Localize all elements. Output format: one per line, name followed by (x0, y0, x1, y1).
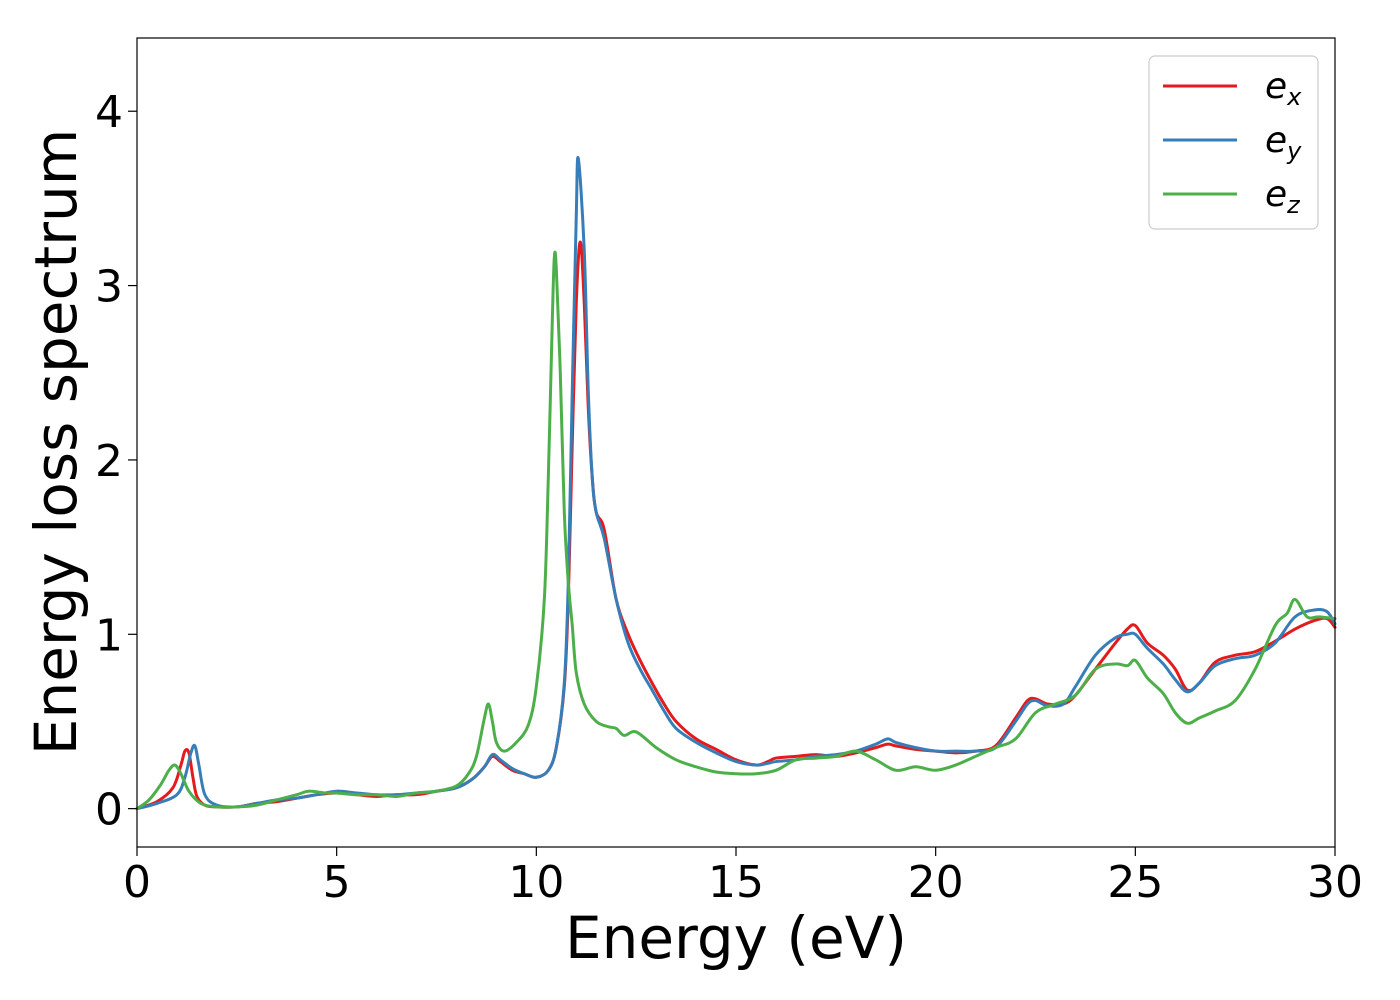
x-tick-label: 0 (123, 857, 151, 908)
x-tick-label: 15 (708, 857, 764, 908)
plot-lines (135, 155, 1337, 811)
y-tick-label: 0 (95, 785, 123, 836)
x-tick-label: 10 (508, 857, 564, 908)
series-line-z (135, 250, 1337, 811)
y-axis-title: Energy loss spectrum (22, 129, 90, 755)
series-line-x (135, 240, 1337, 811)
series-line-y (135, 155, 1337, 811)
y-tick-label: 1 (95, 610, 123, 661)
x-tick-label: 5 (323, 857, 351, 908)
y-axis-ticks: 0 1 2 3 4 (95, 87, 137, 836)
x-axis-title: Energy (eV) (565, 904, 907, 972)
x-tick-label: 20 (908, 857, 964, 908)
y-tick-label: 2 (95, 436, 123, 487)
y-tick-label: 3 (95, 262, 123, 313)
x-tick-label: 25 (1107, 857, 1163, 908)
x-tick-label: 30 (1307, 857, 1363, 908)
x-axis-ticks: 0 5 10 15 20 25 30 (123, 847, 1363, 908)
legend-box (1148, 55, 1319, 230)
y-tick-label: 4 (95, 87, 123, 138)
